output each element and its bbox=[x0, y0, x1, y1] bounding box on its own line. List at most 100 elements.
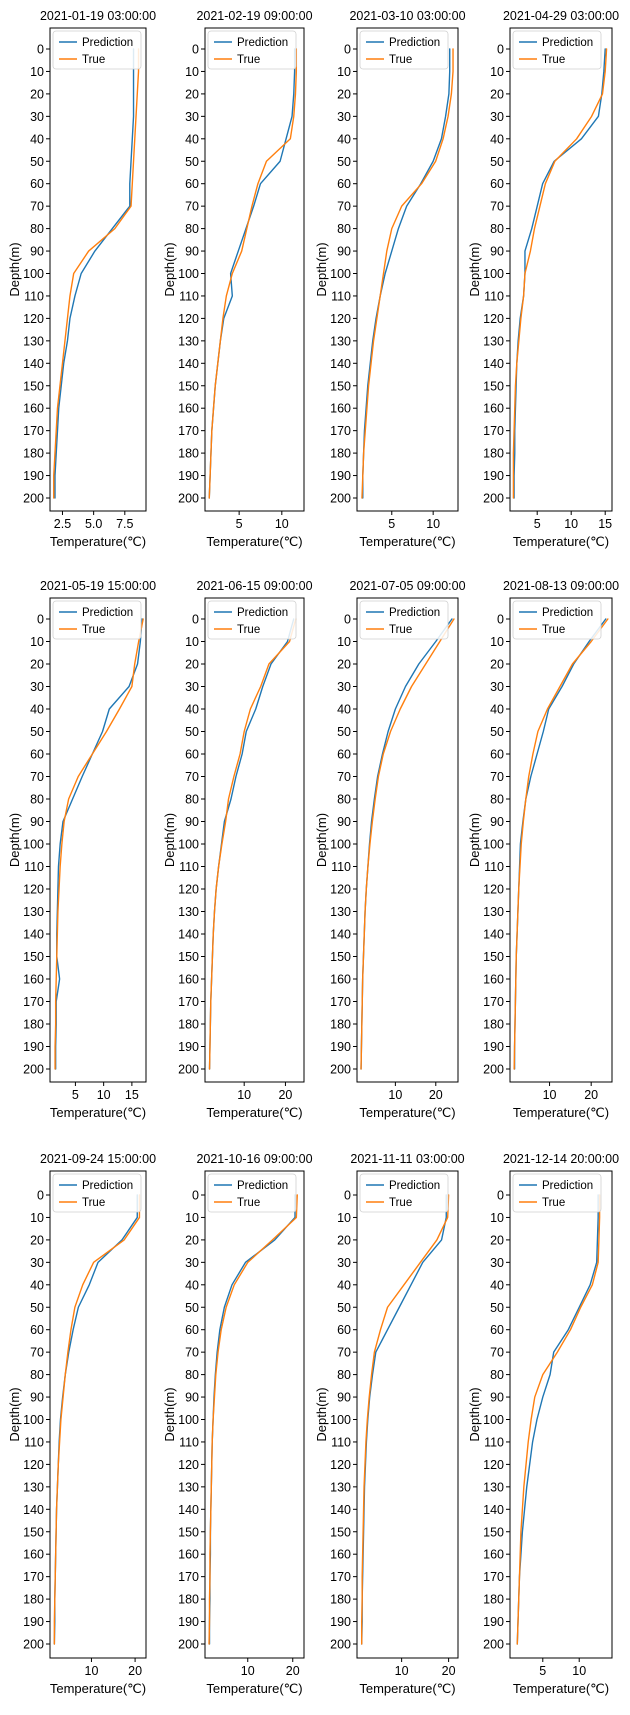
series-line-prediction bbox=[208, 1194, 296, 1645]
legend: Prediction True bbox=[359, 30, 449, 70]
y-tick-label: 80 bbox=[30, 222, 44, 236]
legend: Prediction True bbox=[52, 600, 142, 640]
y-tick-label: 200 bbox=[178, 492, 199, 506]
legend-label-prediction: Prediction bbox=[389, 1180, 440, 1192]
y-tick-label: 150 bbox=[23, 379, 44, 393]
x-tick-label: 20 bbox=[442, 1664, 456, 1678]
y-axis-label: Depth(m) bbox=[314, 242, 329, 296]
y-tick-label: 20 bbox=[337, 658, 351, 672]
y-tick-label: 110 bbox=[331, 289, 351, 303]
y-tick-label: 60 bbox=[30, 748, 44, 762]
y-tick-label: 110 bbox=[24, 1435, 44, 1449]
y-tick-label: 200 bbox=[483, 1638, 504, 1652]
y-tick-label: 130 bbox=[330, 1480, 351, 1494]
subplot-10: 2021-10-16 09:00:00 0 10 20 30 40 50 60 70 80 90 10… bbox=[162, 1152, 313, 1696]
legend-label-true: True bbox=[82, 1197, 105, 1209]
y-tick-label: 0 bbox=[497, 43, 504, 57]
y-tick-label: 110 bbox=[179, 1435, 199, 1449]
series-line-true bbox=[53, 1194, 141, 1645]
y-tick-label: 40 bbox=[337, 703, 351, 717]
y-tick-label: 10 bbox=[185, 1211, 199, 1225]
y-tick-label: 90 bbox=[490, 245, 504, 259]
axes-frame bbox=[356, 597, 459, 1083]
subplot-5: 2021-05-19 15:00:00 0 10 20 30 40 50 60 70 80 90 10… bbox=[7, 579, 156, 1120]
y-tick-label: 130 bbox=[483, 1480, 504, 1494]
y-tick-label: 10 bbox=[337, 65, 351, 79]
y-axis-label: Depth(m) bbox=[162, 813, 177, 867]
y-tick-label: 120 bbox=[330, 312, 351, 326]
y-tick-label: 90 bbox=[185, 815, 199, 829]
y-tick-label: 10 bbox=[490, 65, 504, 79]
y-tick-label: 140 bbox=[178, 357, 199, 371]
y-tick-label: 0 bbox=[192, 613, 199, 627]
y-tick-label: 160 bbox=[483, 402, 504, 416]
y-tick-label: 60 bbox=[30, 177, 44, 191]
y-axis-label: Depth(m) bbox=[162, 242, 177, 296]
y-tick-label: 180 bbox=[178, 1018, 199, 1032]
x-tick-label: 2.5 bbox=[54, 517, 71, 531]
y-tick-label: 50 bbox=[185, 155, 199, 169]
y-tick-label: 140 bbox=[178, 1503, 199, 1517]
y-tick-label: 80 bbox=[337, 793, 351, 807]
subplot-6: 2021-06-15 09:00:00 0 10 20 30 40 50 60 70 80 90 10… bbox=[162, 579, 313, 1120]
y-tick-label: 150 bbox=[483, 379, 504, 393]
y-tick-label: 80 bbox=[185, 1368, 199, 1382]
y-tick-label: 30 bbox=[30, 110, 44, 124]
x-axis-label: Temperature(℃) bbox=[206, 534, 302, 549]
x-tick-label: 7.5 bbox=[116, 517, 133, 531]
x-tick-label: 10 bbox=[275, 517, 289, 531]
y-tick-label: 90 bbox=[337, 1391, 351, 1405]
y-tick-label: 100 bbox=[178, 1413, 199, 1427]
subplot-7: 2021-07-05 09:00:00 0 10 20 30 40 50 60 70 80 90 10… bbox=[314, 579, 466, 1120]
y-tick-label: 190 bbox=[483, 469, 504, 483]
y-tick-label: 40 bbox=[185, 703, 199, 717]
y-tick-label: 50 bbox=[490, 725, 504, 739]
subplot-title: 2021-06-15 09:00:00 bbox=[196, 579, 312, 593]
x-tick-label: 5.0 bbox=[85, 517, 102, 531]
x-tick-label: 10 bbox=[97, 1088, 111, 1102]
x-tick-label: 10 bbox=[426, 517, 440, 531]
legend: Prediction True bbox=[512, 1173, 602, 1213]
subplot-title: 2021-08-13 09:00:00 bbox=[503, 579, 619, 593]
y-tick-label: 10 bbox=[490, 635, 504, 649]
y-axis-label: Depth(m) bbox=[162, 1387, 177, 1441]
y-tick-label: 130 bbox=[483, 334, 504, 348]
legend-label-true: True bbox=[237, 54, 260, 66]
y-tick-label: 70 bbox=[30, 1346, 44, 1360]
axes-frame bbox=[509, 27, 613, 512]
y-tick-label: 200 bbox=[23, 492, 44, 506]
legend-label-prediction: Prediction bbox=[542, 607, 593, 619]
y-axis-label: Depth(m) bbox=[314, 1387, 329, 1441]
y-tick-label: 90 bbox=[337, 245, 351, 259]
y-tick-label: 150 bbox=[330, 1525, 351, 1539]
x-axis-label: Temperature(℃) bbox=[206, 1105, 302, 1120]
y-tick-label: 30 bbox=[337, 110, 351, 124]
y-tick-label: 130 bbox=[178, 1480, 199, 1494]
y-tick-label: 40 bbox=[185, 1278, 199, 1292]
y-tick-label: 140 bbox=[23, 928, 44, 942]
x-tick-label: 10 bbox=[241, 1664, 255, 1678]
x-axis-label: Temperature(℃) bbox=[513, 534, 609, 549]
x-axis-label: Temperature(℃) bbox=[50, 1105, 146, 1120]
y-tick-label: 130 bbox=[330, 334, 351, 348]
y-tick-label: 180 bbox=[330, 447, 351, 461]
y-tick-label: 50 bbox=[30, 1301, 44, 1315]
y-tick-label: 190 bbox=[178, 1040, 199, 1054]
y-tick-label: 30 bbox=[337, 680, 351, 694]
x-axis-label: Temperature(℃) bbox=[50, 534, 146, 549]
y-tick-label: 10 bbox=[30, 635, 44, 649]
series-line-true bbox=[53, 48, 140, 499]
y-tick-label: 120 bbox=[483, 883, 504, 897]
y-tick-label: 120 bbox=[178, 1458, 199, 1472]
legend-label-true: True bbox=[389, 1197, 412, 1209]
y-tick-label: 100 bbox=[23, 1413, 44, 1427]
y-tick-label: 190 bbox=[483, 1615, 504, 1629]
y-tick-label: 180 bbox=[483, 1018, 504, 1032]
y-tick-label: 160 bbox=[23, 402, 44, 416]
y-tick-label: 100 bbox=[178, 267, 199, 281]
subplot-1: 2021-01-19 03:00:00 0 10 20 30 40 50 60 70 80 90 10… bbox=[7, 9, 156, 549]
y-axis-label: Depth(m) bbox=[7, 242, 22, 296]
y-tick-label: 200 bbox=[178, 1638, 199, 1652]
legend-label-prediction: Prediction bbox=[82, 1180, 133, 1192]
